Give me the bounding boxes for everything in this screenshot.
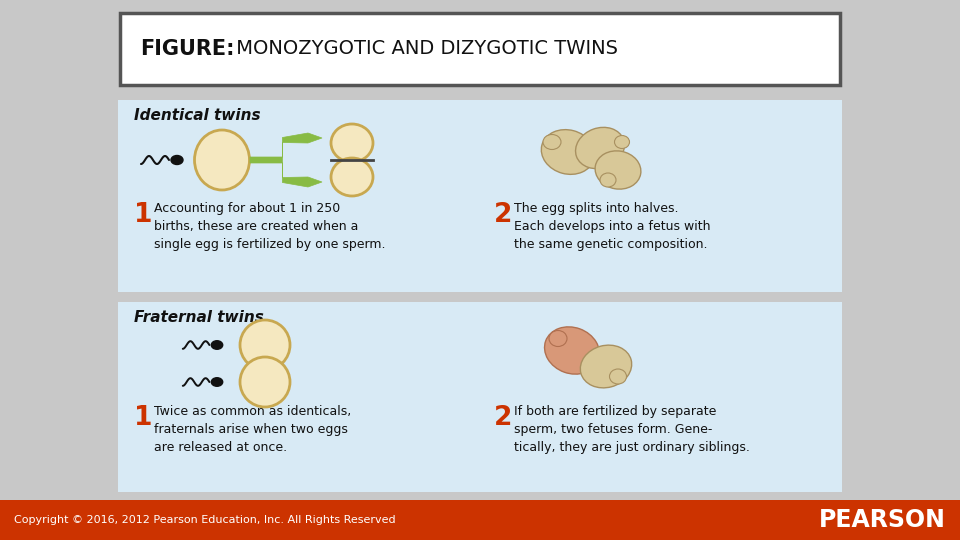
Text: Copyright © 2016, 2012 Pearson Education, Inc. All Rights Reserved: Copyright © 2016, 2012 Pearson Education…: [14, 515, 396, 525]
Ellipse shape: [331, 158, 373, 196]
FancyBboxPatch shape: [118, 100, 842, 292]
Text: PEARSON: PEARSON: [819, 508, 946, 532]
Ellipse shape: [549, 330, 567, 347]
Text: FIGURE:: FIGURE:: [140, 39, 234, 59]
Text: If both are fertilized by separate
sperm, two fetuses form. Gene-
tically, they : If both are fertilized by separate sperm…: [514, 404, 750, 454]
Ellipse shape: [195, 130, 250, 190]
Text: Identical twins: Identical twins: [134, 108, 260, 123]
Ellipse shape: [541, 130, 594, 174]
Text: Twice as common as identicals,
fraternals arise when two eggs
are released at on: Twice as common as identicals, fraternal…: [154, 404, 351, 454]
Text: MONOZYGOTIC AND DIZYGOTIC TWINS: MONOZYGOTIC AND DIZYGOTIC TWINS: [230, 39, 618, 58]
Ellipse shape: [211, 341, 223, 349]
Ellipse shape: [171, 156, 183, 165]
Ellipse shape: [211, 377, 223, 386]
Ellipse shape: [240, 320, 290, 370]
Ellipse shape: [580, 345, 632, 388]
FancyBboxPatch shape: [120, 13, 840, 85]
FancyBboxPatch shape: [0, 500, 960, 540]
FancyBboxPatch shape: [118, 302, 842, 492]
Ellipse shape: [610, 369, 627, 384]
Ellipse shape: [576, 127, 624, 168]
Ellipse shape: [595, 151, 641, 189]
Ellipse shape: [614, 136, 630, 148]
Text: 2: 2: [494, 202, 513, 228]
Polygon shape: [250, 133, 322, 187]
Ellipse shape: [543, 134, 561, 150]
Ellipse shape: [600, 173, 616, 187]
Ellipse shape: [544, 327, 599, 374]
Text: Accounting for about 1 in 250
births, these are created when a
single egg is fer: Accounting for about 1 in 250 births, th…: [154, 202, 386, 251]
Text: 1: 1: [134, 404, 153, 430]
Ellipse shape: [240, 357, 290, 407]
Text: 2: 2: [494, 404, 513, 430]
Ellipse shape: [331, 124, 373, 162]
Text: The egg splits into halves.
Each develops into a fetus with
the same genetic com: The egg splits into halves. Each develop…: [514, 202, 710, 251]
Text: Fraternal twins: Fraternal twins: [134, 310, 264, 325]
Text: 1: 1: [134, 202, 153, 228]
